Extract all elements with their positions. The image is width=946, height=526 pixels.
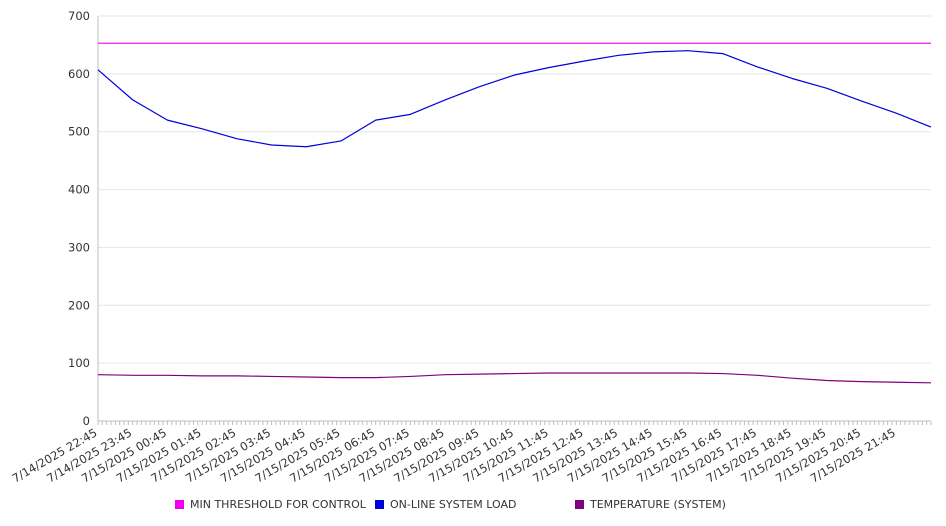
legend-swatch-system-load — [375, 500, 384, 509]
y-tick-label: 0 — [83, 414, 90, 428]
axes — [97, 16, 932, 425]
legend-item-temperature[interactable]: TEMPERATURE (SYSTEM) — [575, 498, 726, 511]
y-tick-label: 200 — [68, 298, 90, 312]
legend-item-system-load[interactable]: ON-LINE SYSTEM LOAD — [375, 498, 516, 511]
legend-label-temperature: TEMPERATURE (SYSTEM) — [590, 498, 726, 511]
series-lines — [97, 42, 932, 384]
legend-label-min-threshold: MIN THRESHOLD FOR CONTROL — [190, 498, 366, 511]
y-tick-label: 300 — [68, 240, 90, 254]
legend-item-min-threshold[interactable]: MIN THRESHOLD FOR CONTROL — [175, 498, 366, 511]
series-line-on-line-system-load — [97, 50, 932, 148]
y-tick-label: 100 — [68, 356, 90, 370]
y-tick-label: 600 — [68, 67, 90, 81]
legend-label-system-load: ON-LINE SYSTEM LOAD — [390, 498, 517, 511]
y-tick-label: 400 — [68, 183, 90, 197]
legend-swatch-min-threshold — [175, 500, 184, 509]
legend-swatch-temperature — [575, 500, 584, 509]
series-line-temperature-system — [97, 372, 932, 384]
y-tick-label: 500 — [68, 125, 90, 139]
y-tick-label: 700 — [68, 9, 90, 23]
gridlines — [98, 15, 931, 364]
chart-legend: MIN THRESHOLD FOR CONTROL ON-LINE SYSTEM… — [0, 498, 946, 518]
